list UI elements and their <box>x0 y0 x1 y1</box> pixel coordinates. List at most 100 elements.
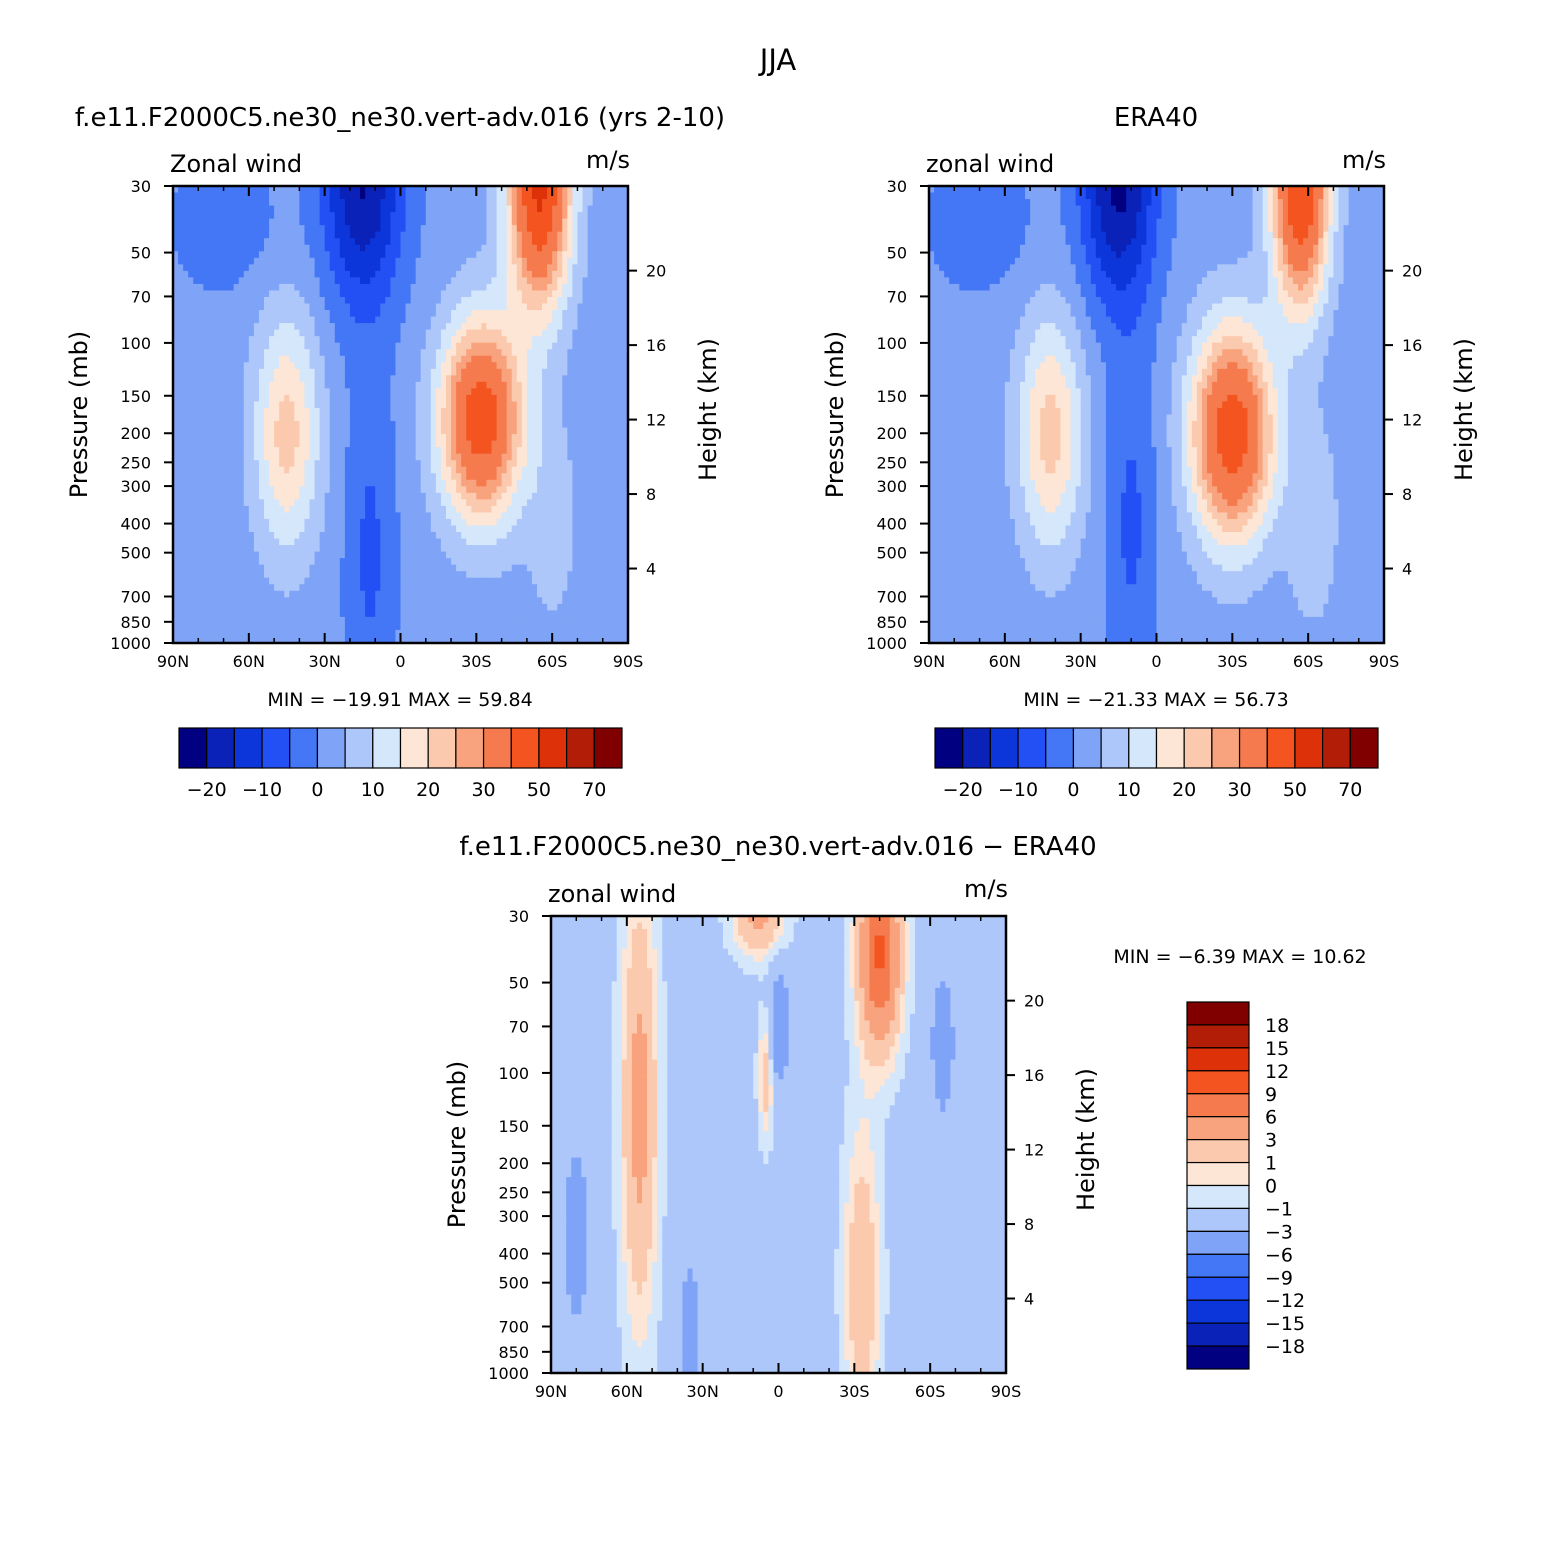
contour-cell <box>314 336 321 344</box>
contour-cell <box>446 394 452 403</box>
contour-cell <box>612 375 619 383</box>
contour-cell <box>258 316 265 324</box>
contour-cell <box>390 401 397 409</box>
contour-cell <box>587 512 594 520</box>
contour-cell <box>501 538 508 546</box>
contour-cell <box>496 342 503 350</box>
contour-cell <box>264 303 270 311</box>
contour-cell <box>486 336 493 344</box>
contour-cell <box>274 257 280 265</box>
contour-cell <box>380 192 386 200</box>
contour-cell <box>602 512 609 520</box>
contour-cell <box>446 362 452 370</box>
contour-cell <box>258 205 265 213</box>
contour-cell <box>435 199 442 207</box>
contour-cell <box>612 460 619 468</box>
contour-cell <box>420 486 427 494</box>
contour-cell <box>213 532 220 540</box>
contour-cell <box>233 296 240 305</box>
contour-cell <box>324 316 331 324</box>
contour-cell <box>279 212 285 220</box>
contour-cell <box>430 538 437 546</box>
contour-cell <box>562 394 568 403</box>
contour-cell <box>511 323 518 331</box>
contour-cell <box>547 447 553 455</box>
contour-cell <box>339 199 346 207</box>
contour-cell <box>501 323 508 331</box>
contour-cell <box>471 453 477 461</box>
contour-cell <box>531 368 538 376</box>
contour-cell <box>526 440 533 448</box>
contour-cell <box>269 251 275 259</box>
contour-cell <box>349 473 356 481</box>
contour-cell <box>314 212 321 220</box>
contour-cell <box>612 421 619 429</box>
contour-cell <box>430 192 437 200</box>
contour-cell <box>420 434 427 442</box>
contour-cell <box>314 414 321 422</box>
contour-cell <box>173 199 179 207</box>
contour-cell <box>425 199 432 207</box>
contour-cell <box>294 199 300 207</box>
contour-cell <box>420 349 427 357</box>
contour-cell <box>218 355 225 363</box>
contour-cell <box>375 499 381 507</box>
contour-cell <box>375 264 381 272</box>
contour-cell <box>365 538 371 546</box>
contour-cell <box>390 192 397 200</box>
contour-cell <box>435 257 442 265</box>
contour-cell <box>516 388 523 396</box>
contour-cell <box>188 460 194 468</box>
contour-cell <box>309 199 316 207</box>
contour-cell <box>592 303 599 311</box>
contour-cell <box>542 447 548 455</box>
contour-cell <box>420 473 427 481</box>
contour-cell <box>213 303 220 311</box>
contour-cell <box>481 329 488 337</box>
contour-cell <box>395 375 402 383</box>
contour-cell <box>355 479 361 487</box>
contour-cell <box>253 486 260 494</box>
contour-cell <box>476 231 482 239</box>
contour-cell <box>178 427 184 435</box>
contour-cell <box>597 218 604 226</box>
contour-cell <box>592 473 599 481</box>
contour-cell <box>334 257 341 265</box>
contour-cell <box>279 414 285 422</box>
contour-cell <box>481 303 488 311</box>
contour-cell <box>269 355 275 363</box>
contour-cell <box>380 296 386 305</box>
contour-cell <box>218 466 225 474</box>
contour-cell <box>531 342 538 350</box>
contour-cell <box>425 238 432 246</box>
contour-cell <box>587 394 594 403</box>
contour-cell <box>198 186 204 194</box>
contour-cell <box>612 368 619 376</box>
contour-cell <box>587 212 594 220</box>
contour-cell <box>385 205 391 213</box>
contour-cell <box>451 310 457 318</box>
contour-cell <box>592 336 599 344</box>
contour-cell <box>264 453 270 461</box>
contour-cell <box>213 518 220 527</box>
contour-cell <box>198 310 204 318</box>
contour-cell <box>415 349 422 357</box>
contour-cell <box>309 532 316 540</box>
contour-cell <box>531 381 538 389</box>
contour-cell <box>183 525 189 533</box>
contour-cell <box>355 505 361 514</box>
contour-cell <box>385 499 391 507</box>
contour-cell <box>183 381 189 389</box>
contour-cell <box>238 225 245 233</box>
contour-cell <box>173 290 179 298</box>
contour-cell <box>269 342 275 350</box>
contour-cell <box>511 296 518 305</box>
contour-cell <box>592 283 599 292</box>
contour-cell <box>203 303 209 311</box>
contour-cell <box>264 388 270 396</box>
contour-cell <box>531 447 538 455</box>
contour-cell <box>415 453 422 461</box>
contour-cell <box>597 512 604 520</box>
contour-cell <box>612 212 619 220</box>
contour-cell <box>587 355 594 363</box>
